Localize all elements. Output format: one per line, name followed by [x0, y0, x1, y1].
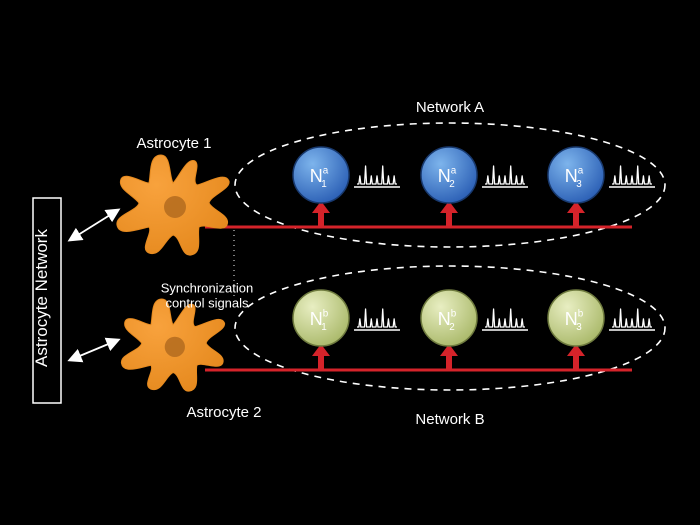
svg-text:Network A: Network A — [416, 99, 484, 116]
svg-text:Astrocyte 2: Astrocyte 2 — [186, 404, 261, 421]
svg-text:Network B: Network B — [415, 411, 484, 428]
svg-text:Astrocyte Network: Astrocyte Network — [32, 229, 51, 367]
diagram-svg: Na1Na2Na3Nb1Nb2Nb3Astrocyte NetworkAstro… — [0, 0, 700, 525]
svg-text:control signals: control signals — [165, 295, 249, 310]
diagram-root: Na1Na2Na3Nb1Nb2Nb3Astrocyte NetworkAstro… — [0, 0, 700, 525]
svg-text:Synchronization: Synchronization — [161, 280, 254, 295]
svg-text:Astrocyte 1: Astrocyte 1 — [136, 135, 211, 152]
